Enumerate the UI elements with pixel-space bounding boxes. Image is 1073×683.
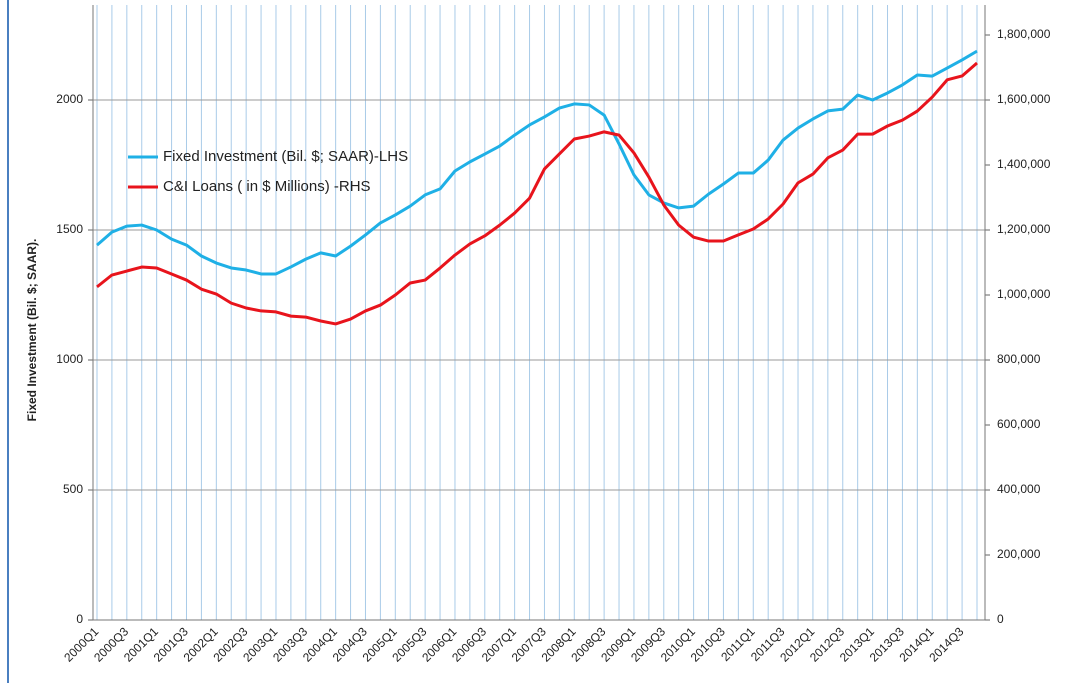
y-tick-label: 2000: [56, 92, 83, 106]
y-tick-label: 0: [76, 612, 83, 626]
y2-tick-label: 1,600,000: [997, 92, 1051, 106]
y2-tick-label: 600,000: [997, 417, 1041, 431]
y2-tick-label: 400,000: [997, 482, 1041, 496]
y2-tick-label: 1,200,000: [997, 222, 1051, 236]
y-tick-label: 1500: [56, 222, 83, 236]
y-axis-label: Fixed Investment (Bil. $; SAAR).: [25, 239, 39, 422]
series-line: [96, 61, 978, 326]
legend-label: Fixed Investment (Bil. $; SAAR)-LHS: [163, 148, 408, 165]
y2-tick-label: 0: [997, 612, 1004, 626]
y2-tick-label: 1,000,000: [997, 287, 1051, 301]
legend-label: C&I Loans ( in $ Millions) -RHS: [163, 178, 371, 195]
y-tick-label: 1000: [56, 352, 83, 366]
series-line: [96, 49, 978, 276]
y-tick-label: 500: [63, 482, 83, 496]
y2-tick-label: 1,400,000: [997, 157, 1051, 171]
y2-tick-label: 800,000: [997, 352, 1041, 366]
y2-tick-label: 200,000: [997, 547, 1041, 561]
y2-tick-label: 1,800,000: [997, 27, 1051, 41]
